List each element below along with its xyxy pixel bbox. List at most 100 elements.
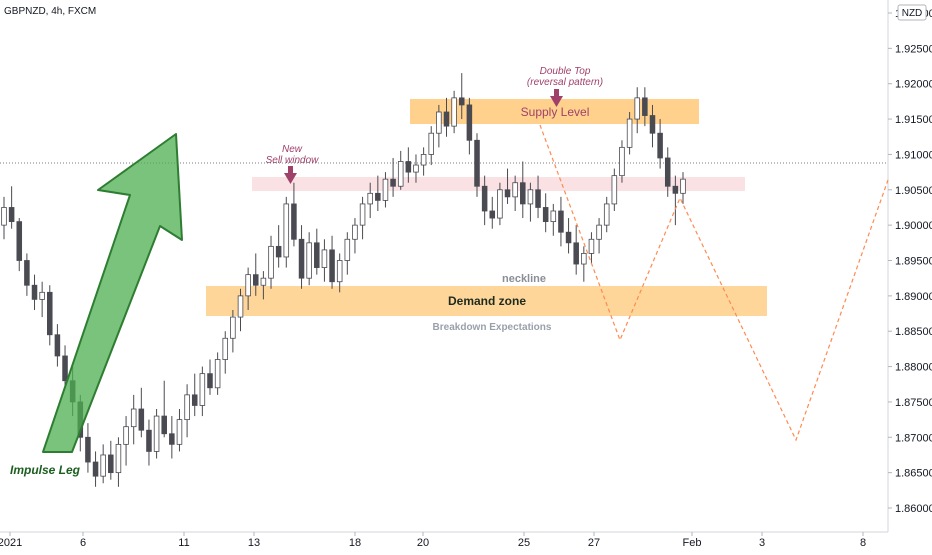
candle	[291, 182, 297, 247]
candle	[558, 196, 564, 247]
candle	[375, 175, 381, 211]
candle	[542, 193, 549, 233]
candle	[275, 225, 282, 268]
candle	[260, 271, 267, 300]
candle	[62, 345, 68, 388]
candle	[306, 232, 312, 286]
supply-level-label: Supply Level	[521, 105, 590, 119]
y-tick-label: 1.87500	[895, 397, 932, 409]
candle	[359, 196, 366, 240]
candle	[344, 232, 351, 275]
candle	[123, 416, 129, 466]
y-tick-label: 1.92500	[895, 43, 932, 55]
candle	[108, 440, 114, 480]
candle	[443, 97, 450, 137]
candle	[680, 172, 686, 204]
candle	[504, 168, 511, 204]
candle	[252, 253, 259, 296]
candle	[405, 147, 412, 183]
candle	[39, 281, 45, 318]
x-tick-label: 13	[248, 537, 260, 549]
candle	[619, 140, 625, 183]
candle	[626, 112, 633, 155]
candle	[603, 196, 610, 233]
y-tick-label: 1.90500	[895, 185, 932, 197]
candle	[436, 104, 442, 148]
x-tick-label: 3	[759, 537, 765, 549]
candle	[397, 150, 404, 190]
y-tick-label: 1.89500	[895, 256, 932, 268]
candle	[550, 203, 557, 236]
candle	[634, 87, 640, 134]
x-tick-label: 2021	[0, 537, 22, 549]
x-axis-ticks: 2021 6 11 13 18 20 25 27 Feb 3 8	[0, 532, 866, 549]
candle	[314, 228, 320, 275]
neckline-label: neckline	[502, 273, 546, 285]
candle	[283, 196, 290, 268]
y-tick-label: 1.88500	[895, 326, 932, 338]
candle	[527, 182, 534, 222]
double-top-label-1: Double Top	[540, 66, 591, 77]
candle	[672, 175, 679, 226]
candle	[1, 196, 7, 240]
candle	[481, 175, 488, 226]
candle	[642, 87, 648, 127]
candle	[153, 409, 160, 459]
candle	[130, 394, 137, 445]
candle	[428, 126, 435, 166]
candle	[245, 267, 251, 310]
x-tick-label: Feb	[683, 537, 702, 549]
y-tick-label: 1.90000	[895, 220, 932, 232]
candle	[207, 359, 213, 395]
candle	[382, 172, 389, 208]
y-tick-label: 1.89000	[895, 291, 932, 303]
candle	[520, 161, 526, 219]
candle	[230, 310, 236, 353]
candle	[268, 235, 274, 289]
x-tick-label: 18	[349, 537, 361, 549]
double-top-label-2: (reversal pattern)	[527, 77, 603, 88]
x-tick-label: 8	[860, 537, 866, 549]
x-tick-label: 20	[417, 537, 429, 549]
candle	[115, 437, 122, 487]
candle	[85, 423, 91, 473]
projection-path	[539, 124, 889, 442]
candle	[199, 366, 206, 417]
demand-zone	[206, 286, 767, 316]
candle	[611, 168, 618, 211]
candle	[565, 218, 572, 254]
candle	[8, 186, 15, 229]
currency-badge[interactable]	[897, 4, 927, 21]
sell-window-label-2: Sell window	[266, 155, 320, 166]
y-tick-label: 1.92000	[895, 79, 932, 91]
candle	[451, 90, 457, 134]
candle	[336, 253, 343, 293]
double-top-marker	[550, 89, 563, 107]
candle	[657, 119, 663, 169]
candle	[466, 97, 473, 155]
impulse-leg-arrow	[42, 133, 183, 453]
candle	[237, 288, 244, 332]
candle	[573, 225, 579, 275]
candle	[588, 232, 595, 265]
x-tick-label: 6	[80, 537, 86, 549]
y-tick-label: 1.91500	[895, 114, 932, 126]
zones-layer	[206, 99, 767, 316]
candle	[16, 218, 23, 272]
candle	[512, 175, 518, 211]
candle	[138, 387, 145, 438]
impulse-leg-label: Impulse Leg	[10, 463, 81, 477]
chart-title: GBPNZD, 4h, FXCM	[4, 6, 96, 17]
candle	[54, 324, 61, 367]
sell-window-zone	[252, 177, 745, 191]
y-tick-label: 1.91000	[895, 149, 932, 161]
candle	[298, 225, 305, 289]
candle	[222, 331, 229, 374]
candle	[24, 253, 30, 296]
candle	[321, 239, 328, 282]
candle	[100, 444, 106, 484]
candle	[458, 73, 465, 120]
candle	[184, 384, 190, 438]
